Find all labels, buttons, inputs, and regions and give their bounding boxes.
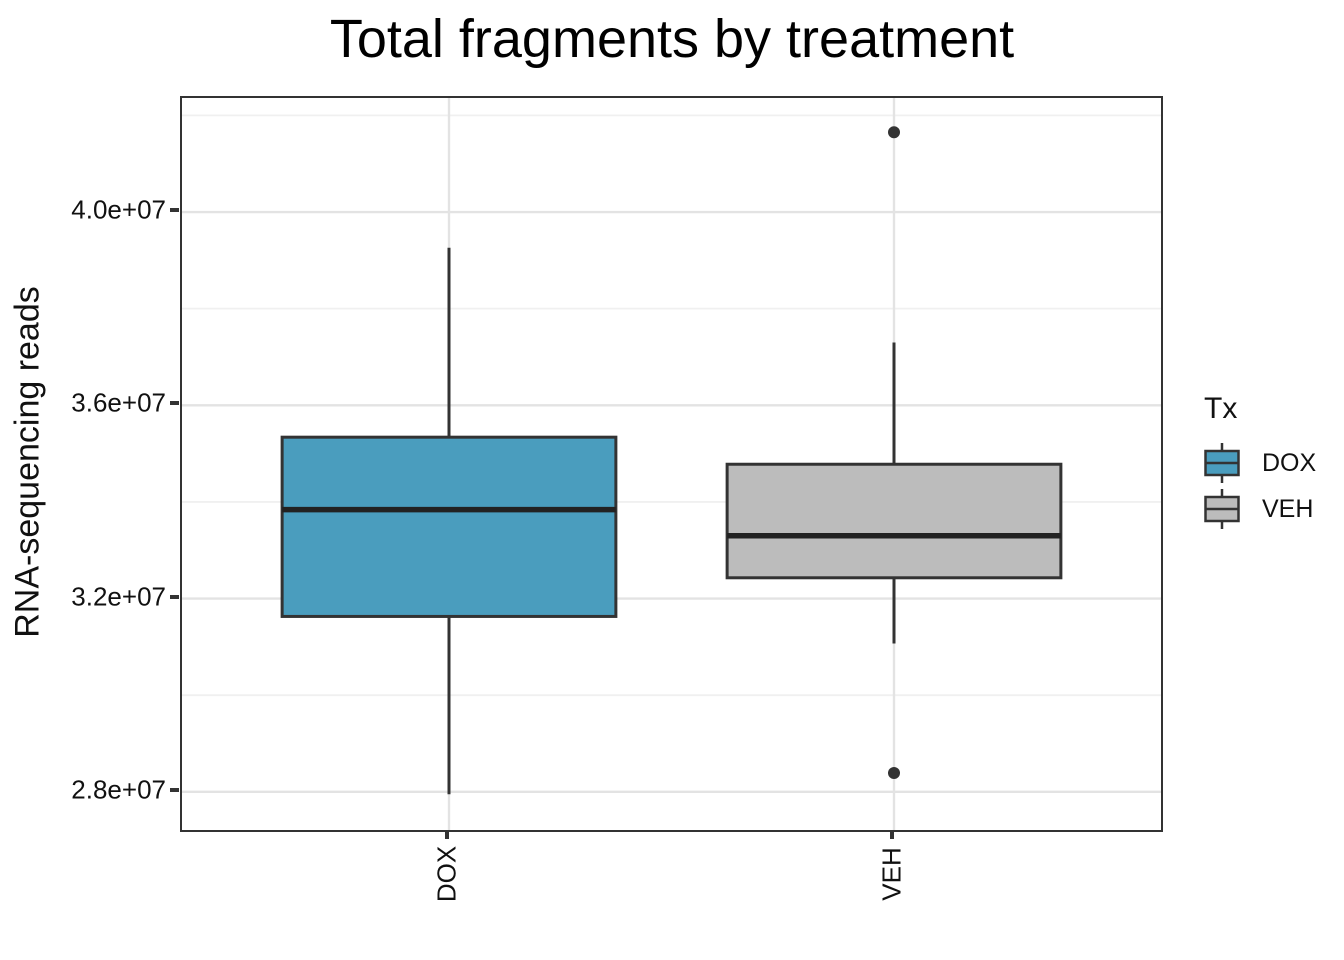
x-tick-label-dox: DOX: [431, 845, 462, 903]
legend-label: DOX: [1262, 448, 1317, 477]
legend-key-boxplot-icon: [1204, 443, 1240, 483]
legend-key-boxplot-icon: [1204, 489, 1240, 529]
chart-title: Total fragments by treatment: [329, 9, 1015, 69]
y-tick-mark: [170, 594, 179, 599]
y-tick-label: 3.2e+07: [71, 581, 166, 612]
legend-entries: DOX VEH: [1202, 440, 1316, 532]
legend-entry-veh: VEH: [1202, 486, 1316, 532]
plot-panel: [180, 96, 1163, 832]
x-tick-label-veh: VEH: [876, 847, 907, 901]
legend-entry-dox: DOX: [1202, 440, 1316, 486]
x-tick-mark: [890, 830, 894, 839]
x-tick-mark: [445, 830, 449, 839]
plot-svg: [182, 98, 1161, 830]
y-tick-label: 4.0e+07: [71, 194, 166, 225]
box-dox: [280, 435, 618, 618]
legend: Tx DOX VEH: [1202, 392, 1316, 532]
legend-label: VEH: [1262, 494, 1314, 523]
y-tick-mark: [170, 787, 179, 792]
outlier-veh: [888, 766, 900, 779]
y-tick-label: 3.6e+07: [71, 387, 166, 418]
y-tick-mark: [170, 208, 179, 213]
y-tick-mark: [170, 401, 179, 406]
y-tick-label: 2.8e+07: [71, 774, 166, 805]
legend-title: Tx: [1204, 392, 1238, 425]
outlier-veh: [888, 126, 900, 139]
box-veh: [725, 462, 1063, 580]
